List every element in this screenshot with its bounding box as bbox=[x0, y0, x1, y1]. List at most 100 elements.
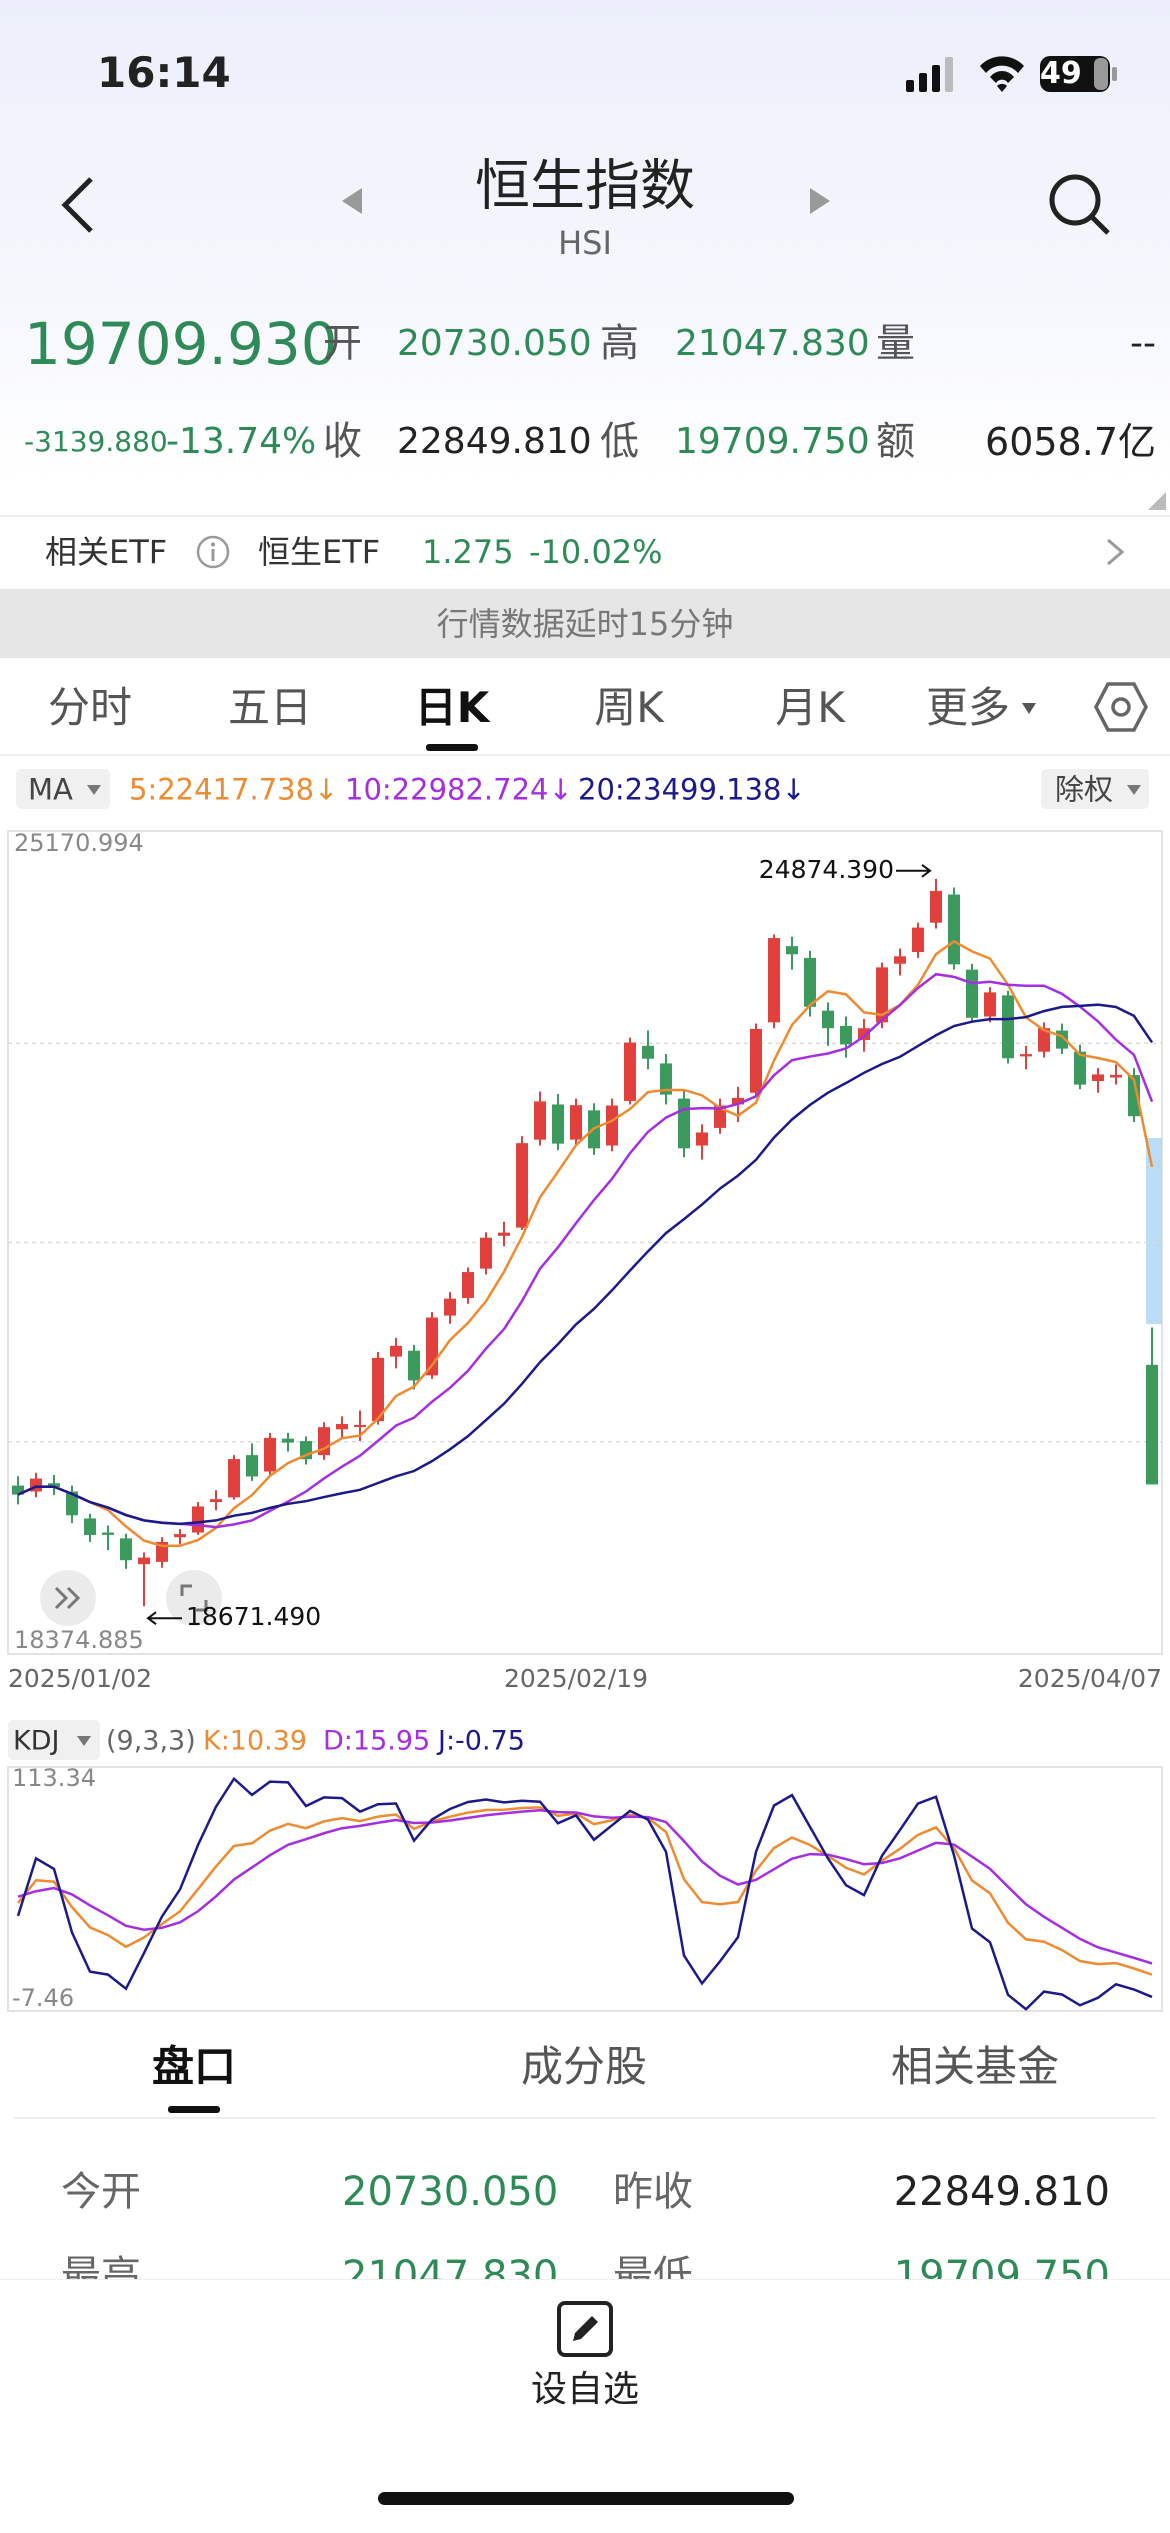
period-tab[interactable]: 月K bbox=[775, 683, 845, 732]
expand-icon bbox=[54, 1586, 81, 1610]
candle-body bbox=[228, 1459, 240, 1498]
candle-body bbox=[624, 1042, 636, 1101]
candle-body bbox=[642, 1045, 654, 1059]
kdj-line bbox=[17, 1808, 1153, 1965]
price-change: -3139.880 bbox=[24, 425, 168, 458]
high-arrow bbox=[896, 863, 932, 878]
detail-tab[interactable]: 相关基金 bbox=[890, 2042, 1060, 2091]
adjust-label[interactable]: 除权 bbox=[1055, 772, 1114, 807]
search-button[interactable] bbox=[1045, 170, 1115, 240]
indicator-name[interactable]: MA bbox=[28, 772, 73, 807]
low-arrow bbox=[146, 1611, 182, 1626]
detail-tab[interactable]: 盘口 bbox=[151, 2042, 237, 2091]
candle-body bbox=[120, 1538, 132, 1561]
status-icons bbox=[906, 56, 1117, 92]
add-watchlist-label[interactable]: 设自选 bbox=[530, 2369, 640, 2410]
last-price: 19709.930 bbox=[24, 310, 338, 378]
chart: 25170.994 18374.885 2025/01/02 2025/02/19 20… bbox=[7, 829, 1163, 2012]
field-value: -- bbox=[1130, 323, 1156, 364]
notice-text: 行情数据延时15分钟 bbox=[436, 605, 734, 643]
ma-label: 10:22982.724↓ bbox=[345, 772, 573, 807]
period-tab[interactable]: 更多 bbox=[925, 683, 1011, 732]
candle-body bbox=[804, 957, 816, 1007]
field-value: 6058.7亿 bbox=[985, 420, 1156, 464]
add-watchlist-icon[interactable] bbox=[556, 2300, 614, 2358]
ma-line bbox=[17, 972, 1154, 1529]
candle-body bbox=[264, 1437, 276, 1472]
candle-body bbox=[840, 1025, 852, 1045]
candle-body bbox=[1020, 1054, 1032, 1057]
ma-line bbox=[17, 939, 1154, 1548]
candle-body bbox=[12, 1485, 24, 1495]
next-button[interactable] bbox=[804, 186, 834, 216]
corner-mark bbox=[1148, 492, 1166, 510]
period-tab[interactable]: 分时 bbox=[47, 683, 133, 732]
candle-body bbox=[696, 1132, 708, 1146]
etf-label[interactable]: 相关ETF bbox=[45, 533, 168, 571]
etf-chevron[interactable] bbox=[1103, 537, 1127, 567]
ma-label: 5:22417.738↓ bbox=[129, 772, 339, 807]
kdj-params: (9,3,3) bbox=[106, 1725, 196, 1757]
field-value: 21047.830 bbox=[675, 323, 870, 364]
candle-body bbox=[336, 1424, 348, 1430]
back-button[interactable] bbox=[55, 175, 105, 235]
divider bbox=[0, 754, 1170, 756]
kdj-line bbox=[17, 1806, 1153, 1976]
candle-body bbox=[606, 1105, 618, 1146]
etf-price: 1.275 bbox=[422, 533, 514, 571]
candle-body bbox=[210, 1499, 222, 1503]
divider bbox=[0, 515, 1170, 517]
candle-body bbox=[786, 946, 798, 955]
candle-body bbox=[948, 894, 960, 965]
field-label: 收 bbox=[323, 419, 363, 465]
candle-body bbox=[48, 1483, 60, 1488]
candle-body bbox=[750, 1028, 762, 1093]
candle-body bbox=[732, 1097, 744, 1105]
period-tab[interactable]: 五日 bbox=[227, 683, 313, 732]
fullscreen-icon bbox=[180, 1584, 208, 1612]
candle-body bbox=[282, 1438, 294, 1443]
candle-body bbox=[984, 992, 996, 1017]
candle-body bbox=[408, 1350, 420, 1381]
candle-body bbox=[534, 1101, 546, 1140]
kdj-name[interactable]: KDJ bbox=[13, 1725, 60, 1757]
candle-body bbox=[462, 1272, 474, 1298]
period-tab[interactable]: 日K bbox=[414, 683, 490, 732]
candle-body bbox=[858, 1028, 870, 1040]
candle-body bbox=[552, 1104, 564, 1144]
x-tick-label: 2025/04/07 bbox=[1018, 1664, 1162, 1693]
home-indicator bbox=[378, 2492, 794, 2505]
field-label: 量 bbox=[876, 321, 916, 367]
prev-button[interactable] bbox=[338, 186, 368, 216]
etf-name[interactable]: 恒生ETF bbox=[258, 533, 381, 571]
page-subtitle: HSI bbox=[558, 224, 612, 262]
field-value: 20730.050 bbox=[397, 323, 592, 364]
candle-body bbox=[1002, 995, 1014, 1059]
kdj-lines bbox=[16, 1776, 1153, 2011]
info-icon[interactable] bbox=[195, 534, 231, 570]
candle-body bbox=[912, 927, 924, 953]
detail-tab[interactable]: 成分股 bbox=[520, 2042, 648, 2091]
candle-body bbox=[1092, 1074, 1104, 1082]
candle-body bbox=[714, 1105, 726, 1128]
period-tab[interactable]: 周K bbox=[594, 683, 664, 732]
notice-banner bbox=[0, 589, 1170, 658]
y-tick-label: 25170.994 bbox=[14, 829, 144, 857]
fullscreen-button[interactable] bbox=[166, 1570, 222, 1626]
candle-body bbox=[876, 967, 888, 1023]
tab-underline bbox=[426, 744, 478, 751]
field-label: 低 bbox=[600, 419, 640, 465]
candle-body bbox=[1128, 1075, 1140, 1117]
ma-line bbox=[17, 1003, 1154, 1526]
candle-body bbox=[192, 1506, 204, 1533]
candle-body bbox=[1038, 1028, 1050, 1052]
kdj-label: D:15.95 bbox=[323, 1725, 431, 1757]
detail-label: 昨收 bbox=[613, 2169, 693, 2215]
candle-body bbox=[768, 938, 780, 1023]
field-label: 额 bbox=[876, 419, 916, 465]
settings-icon[interactable] bbox=[1094, 680, 1148, 734]
dropdown-arrow bbox=[87, 785, 101, 795]
candle-body bbox=[1110, 1074, 1122, 1078]
candle-body bbox=[570, 1105, 582, 1140]
candle-body bbox=[246, 1455, 258, 1477]
